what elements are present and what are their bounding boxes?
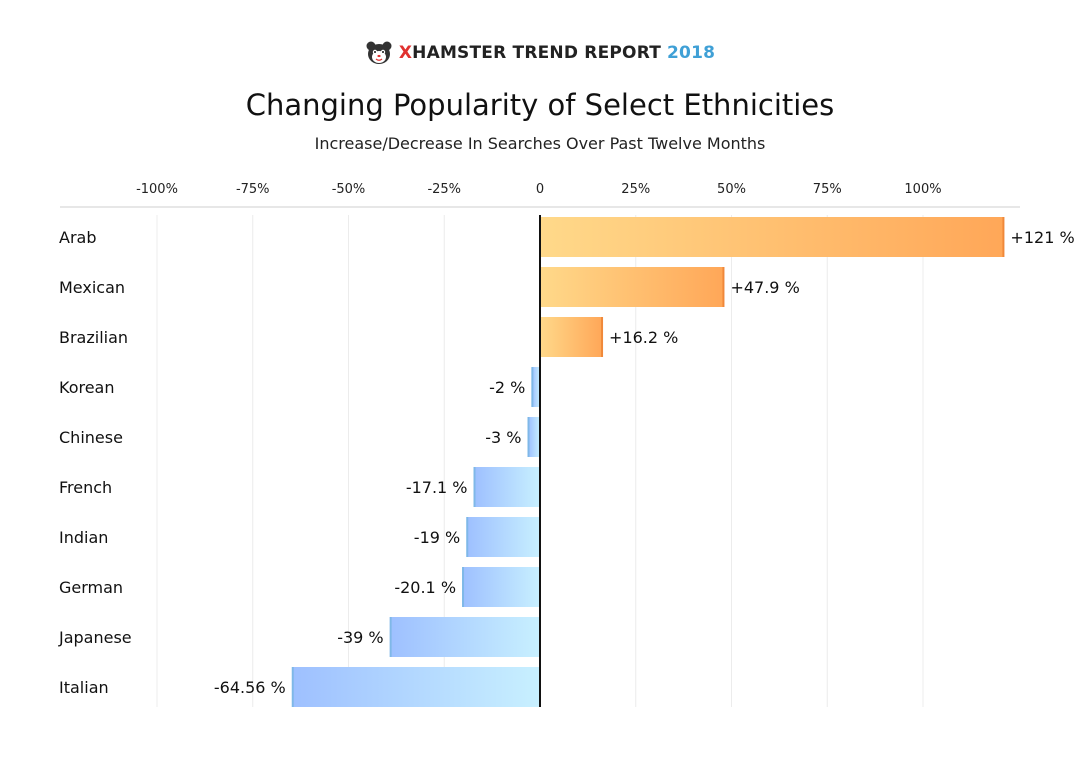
hamster-icon xyxy=(366,41,392,64)
data-label: -17.1 % xyxy=(406,478,468,497)
bar-japanese xyxy=(390,617,540,657)
bar-brazilian xyxy=(540,317,603,357)
bar-korean xyxy=(532,367,540,407)
x-tick-label: 50% xyxy=(717,182,746,197)
x-tick-label: 25% xyxy=(621,182,650,197)
chart-title: Changing Popularity of Select Ethnicitie… xyxy=(245,88,835,122)
x-tick-label: -100% xyxy=(136,182,178,197)
brand-main: HAMSTER TREND REPORT xyxy=(412,43,662,63)
category-label: Chinese xyxy=(59,428,123,447)
bars-layer xyxy=(291,217,1005,707)
category-label: French xyxy=(59,478,112,497)
x-tick-label: -75% xyxy=(236,182,270,197)
x-tick-label: 100% xyxy=(904,182,941,197)
x-tick-label: -25% xyxy=(427,182,461,197)
data-label: +16.2 % xyxy=(609,328,678,347)
data-label: -3 % xyxy=(485,428,521,447)
data-label: +47.9 % xyxy=(730,278,799,297)
data-label: +121 % xyxy=(1010,228,1074,247)
brand-header: XHAMSTER TREND REPORT 2018 xyxy=(0,40,1080,66)
x-tick-label: 75% xyxy=(813,182,842,197)
x-axis-ticks: -100% -75% -50% -25% 0 25% 50% 75% 100% xyxy=(136,182,942,197)
category-label: Indian xyxy=(59,528,108,547)
bar-chinese xyxy=(528,417,540,457)
data-labels: +121 % +47.9 % +16.2 % -2 % -3 % -17.1 % -19 %… xyxy=(214,215,1075,707)
bar-mexican xyxy=(540,267,724,307)
data-label: -19 % xyxy=(414,528,460,547)
brand-year: 2018 xyxy=(667,43,716,63)
brand-x: X xyxy=(398,43,413,63)
data-label: -39 % xyxy=(337,628,383,647)
bar-arab xyxy=(540,217,1004,257)
category-label: Korean xyxy=(59,378,115,397)
chart-subtitle: Increase/Decrease In Searches Over Past … xyxy=(314,134,766,153)
data-label: -64.56 % xyxy=(214,678,286,697)
category-label: German xyxy=(59,578,123,597)
bar-italian xyxy=(292,667,540,707)
category-labels: Arab Mexican Brazilian Korean Chinese French I… xyxy=(58,228,132,697)
x-tick-label: 0 xyxy=(536,182,544,197)
data-label: -20.1 % xyxy=(394,578,456,597)
category-label: Japanese xyxy=(58,628,132,647)
category-label: Arab xyxy=(59,228,96,247)
category-label: Italian xyxy=(59,678,109,697)
brand-title: XHAMSTER TREND REPORT 2018 xyxy=(399,43,715,63)
x-tick-label: -50% xyxy=(332,182,366,197)
category-label: Brazilian xyxy=(59,328,128,347)
data-label: -2 % xyxy=(489,378,525,397)
category-label: Mexican xyxy=(59,278,125,297)
bar-indian xyxy=(467,517,540,557)
bar-french xyxy=(474,467,540,507)
bar-german xyxy=(463,567,540,607)
